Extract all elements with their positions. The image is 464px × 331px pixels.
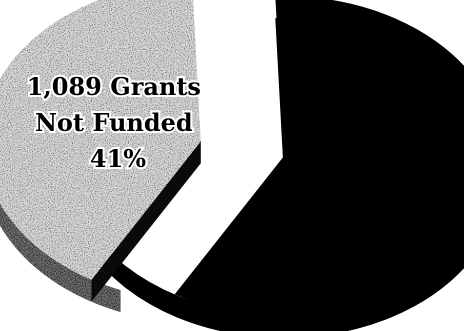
slice-label-line-3: 41%	[90, 144, 146, 173]
slice-not-funded	[0, 0, 201, 280]
slice-label-not-funded: 1,089 Grants Not Funded 41%	[27, 72, 210, 173]
slice-side-not-funded	[0, 203, 121, 313]
slice-funded	[174, 0, 464, 316]
slice-cut-face-not-funded	[91, 141, 201, 302]
slice-label-line-1: 1,089 Grants	[27, 72, 201, 101]
slice-label-line-2: Not Funded	[35, 108, 193, 137]
